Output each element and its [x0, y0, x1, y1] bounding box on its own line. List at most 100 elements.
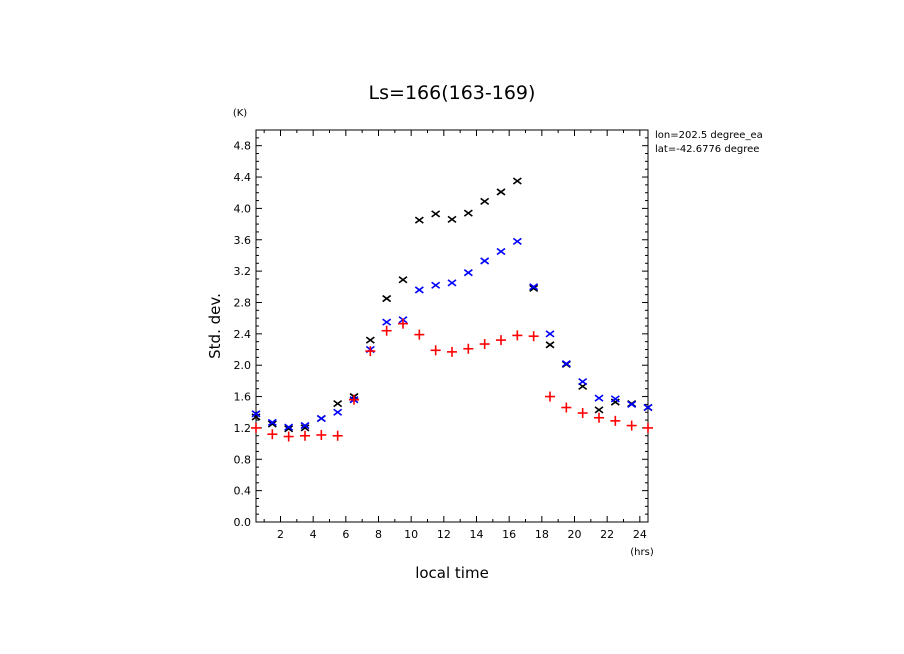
x-tick-label: 10 — [404, 528, 418, 541]
x-marker-stroke — [316, 414, 326, 423]
x-marker-stroke — [463, 209, 473, 217]
x-marker-stroke — [431, 281, 441, 289]
x-tick-label: 4 — [310, 528, 317, 541]
data-point-s2-4 — [316, 429, 327, 440]
x-marker-stroke — [496, 188, 506, 196]
data-point-s0-3 — [300, 424, 310, 432]
x-marker-stroke — [382, 318, 392, 326]
data-point-s0-21 — [594, 406, 604, 414]
x-marker-stroke — [267, 420, 277, 428]
data-point-s0-15 — [496, 188, 506, 196]
data-point-s1-17 — [529, 283, 539, 291]
y-tick-label: 1.6 — [234, 391, 252, 404]
x-marker-stroke — [463, 269, 473, 277]
x-marker-stroke — [627, 400, 637, 409]
data-point-s1-24 — [643, 403, 653, 412]
data-point-s2-21 — [594, 412, 604, 423]
data-point-s1-14 — [480, 257, 490, 265]
data-point-s2-13 — [463, 343, 474, 354]
data-point-s1-19 — [561, 359, 571, 368]
y-tick-label: 2.0 — [234, 359, 252, 372]
x-marker-stroke — [480, 257, 490, 265]
axis-ticks: 0.0 0.4 0.8 1.2 1.6 2.0 2.4 2.8 3.2 3.6 4.0 4.4 4.8 2… — [234, 129, 648, 541]
data-point-s0-11 — [431, 210, 441, 218]
x-marker-stroke — [545, 341, 555, 349]
data-point-s0-2 — [284, 425, 294, 433]
data-point-s2-11 — [430, 345, 441, 356]
data-point-s0-13 — [463, 209, 473, 217]
data-point-s1-21 — [594, 394, 604, 402]
y-tick-label: 4.8 — [234, 140, 252, 153]
data-point-s0-1 — [267, 420, 277, 428]
y-tick-label: 2.8 — [234, 296, 252, 309]
x-tick-label: 6 — [342, 528, 349, 541]
plot-frame — [255, 129, 649, 523]
data-point-s2-8 — [381, 325, 392, 336]
y-tick-label: 0.0 — [234, 516, 252, 529]
x-marker-stroke — [578, 378, 588, 386]
x-marker-stroke — [333, 399, 343, 408]
y-tick-label: 2.4 — [234, 328, 252, 341]
data-point-s0-7 — [365, 336, 375, 344]
data-point-s0-22 — [610, 398, 620, 406]
data-point-s2-18 — [545, 391, 555, 402]
data-point-s1-22 — [610, 395, 620, 403]
lon-annotation: lon=202.5 degree_ea — [655, 130, 763, 141]
x-axis-label: local time — [415, 564, 489, 582]
data-point-s0-8 — [382, 294, 392, 303]
data-point-s0-9 — [398, 276, 408, 284]
data-point-s2-1 — [267, 429, 278, 440]
y-unit-label: (K) — [233, 108, 247, 119]
x-tick-label: 2 — [277, 528, 284, 541]
data-point-s2-0 — [251, 422, 261, 433]
data-point-s2-16 — [512, 330, 523, 341]
y-tick-label: 0.4 — [234, 485, 252, 498]
x-marker-stroke — [529, 283, 539, 291]
x-tick-label: 14 — [470, 528, 484, 541]
data-point-s1-5 — [333, 408, 343, 416]
data-point-s2-14 — [479, 339, 490, 350]
data-point-s1-0 — [251, 410, 261, 418]
x-marker-stroke — [594, 394, 604, 402]
data-point-s0-14 — [480, 197, 490, 205]
data-point-s2-15 — [496, 335, 506, 346]
x-tick-label: 18 — [535, 528, 549, 541]
x-marker-stroke — [267, 418, 277, 427]
x-marker-stroke — [512, 237, 522, 245]
x-marker-stroke — [529, 284, 539, 293]
data-point-s1-8 — [382, 318, 392, 326]
data-point-s1-10 — [414, 286, 424, 294]
data-point-s2-22 — [610, 415, 621, 426]
y-tick-label: 3.2 — [234, 265, 252, 278]
data-point-s2-19 — [561, 402, 572, 413]
data-point-s2-24 — [643, 422, 653, 433]
x-marker-stroke — [382, 294, 392, 303]
x-tick-label: 24 — [633, 528, 647, 541]
x-marker-stroke — [414, 216, 424, 224]
data-point-s2-5 — [332, 430, 343, 441]
data-point-s1-2 — [284, 423, 294, 431]
data-point-s1-15 — [496, 247, 506, 256]
data-point-s2-10 — [414, 329, 425, 340]
data-marks — [251, 177, 653, 442]
data-point-s2-7 — [365, 346, 376, 357]
data-point-s1-12 — [447, 279, 457, 287]
x-tick-label: 8 — [375, 528, 382, 541]
data-point-s1-4 — [316, 414, 326, 423]
data-point-s1-16 — [512, 237, 522, 245]
x-marker-stroke — [398, 276, 408, 284]
data-point-s0-12 — [447, 215, 457, 224]
data-point-s0-10 — [414, 216, 424, 224]
y-tick-label: 3.6 — [234, 234, 252, 247]
x-marker-stroke — [333, 408, 343, 416]
x-marker-stroke — [594, 406, 604, 414]
data-point-s1-3 — [300, 421, 310, 430]
x-marker-stroke — [561, 359, 571, 368]
x-marker-stroke — [610, 395, 620, 403]
data-point-s1-1 — [267, 418, 277, 427]
x-marker-stroke — [365, 336, 375, 344]
x-marker-stroke — [512, 177, 522, 185]
x-marker-stroke — [284, 423, 294, 431]
data-point-s0-5 — [333, 399, 343, 408]
